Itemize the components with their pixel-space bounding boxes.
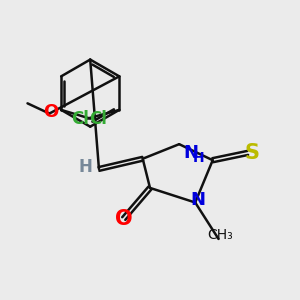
- Text: S: S: [244, 143, 260, 163]
- Text: N: N: [190, 191, 205, 209]
- Text: O: O: [43, 103, 58, 121]
- Text: H: H: [193, 151, 205, 165]
- Text: Cl: Cl: [71, 110, 89, 128]
- Text: H: H: [79, 158, 93, 176]
- Text: CH₃: CH₃: [207, 228, 233, 242]
- Text: Cl: Cl: [89, 110, 106, 128]
- Text: O: O: [115, 208, 133, 229]
- Text: N: N: [183, 144, 198, 162]
